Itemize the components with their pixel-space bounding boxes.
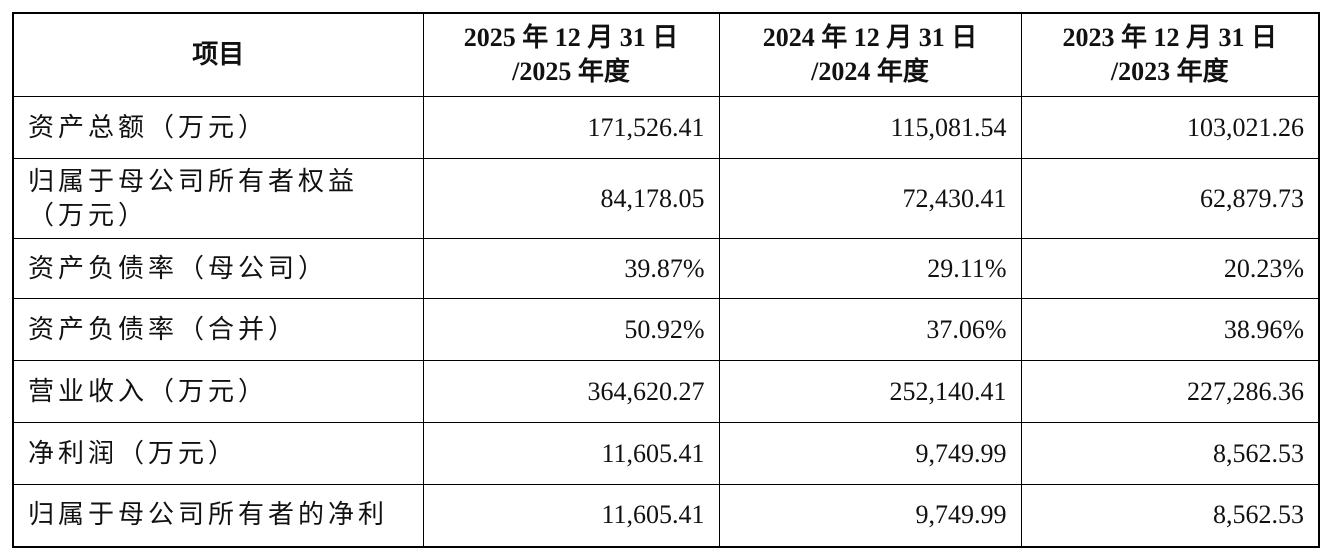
header-cell: 项目: [12, 12, 424, 97]
row-label: 归属于母公司所有者的净利: [12, 484, 424, 547]
table-row: 资产负债率（合并） 50.92% 37.06% 38.96%: [12, 298, 1320, 361]
cell-value: 9,749.99: [718, 422, 1022, 485]
table-row: 归属于母公司所有者权益（万元） 84,178.05 72,430.41 62,879.…: [12, 158, 1320, 239]
cell-value: 11,605.41: [422, 422, 720, 485]
header-line: 2025 年 12 月 31 日: [463, 23, 679, 52]
cell-value: 29.11%: [718, 238, 1022, 299]
table-row: 资产总额（万元） 171,526.41 115,081.54 103,021.26: [12, 96, 1320, 159]
row-label: 营业收入（万元）: [12, 360, 424, 423]
header-line: 2023 年 12 月 31 日: [1062, 23, 1277, 52]
header-row: 项目 2025 年 12 月 31 日/2025 年度 2024 年 12 月 31…: [12, 12, 1320, 97]
cell-value: 9,749.99: [718, 484, 1022, 547]
header-line: /2023 年度: [1110, 57, 1229, 86]
row-label: 归属于母公司所有者权益（万元）: [12, 158, 424, 239]
header-cell: 2025 年 12 月 31 日/2025 年度: [422, 12, 720, 97]
cell-value: 115,081.54: [718, 96, 1022, 159]
cell-value: 84,178.05: [422, 158, 720, 239]
row-label: 净利润（万元）: [12, 422, 424, 485]
cell-value: 20.23%: [1020, 238, 1320, 299]
cell-value: 37.06%: [718, 298, 1022, 361]
cell-value: 11,605.41: [422, 484, 720, 547]
cell-value: 62,879.73: [1020, 158, 1320, 239]
header-line: 2024 年 12 月 31 日: [762, 23, 978, 52]
table-row: 营业收入（万元） 364,620.27 252,140.41 227,286.36: [12, 360, 1320, 423]
data-table: 项目 2025 年 12 月 31 日/2025 年度 2024 年 12 月 31…: [12, 12, 1320, 548]
table-row: 资产负债率（母公司） 39.87% 29.11% 20.23%: [12, 238, 1320, 299]
cell-value: 171,526.41: [422, 96, 720, 159]
cell-value: 8,562.53: [1020, 484, 1320, 547]
header-cell: 2024 年 12 月 31 日/2024 年度: [718, 12, 1022, 97]
cell-value: 364,620.27: [422, 360, 720, 423]
cell-value: 8,562.53: [1020, 422, 1320, 485]
cell-value: 103,021.26: [1020, 96, 1320, 159]
row-label: 资产负债率（合并）: [12, 298, 424, 361]
row-label: 资产总额（万元）: [12, 96, 424, 159]
cell-value: 252,140.41: [718, 360, 1022, 423]
cell-value: 39.87%: [422, 238, 720, 299]
header-line: /2025 年度: [512, 57, 630, 86]
cell-value: 72,430.41: [718, 158, 1022, 239]
table-row: 归属于母公司所有者的净利 11,605.41 9,749.99 8,562.53: [12, 484, 1320, 547]
header-line: /2024 年度: [811, 57, 929, 86]
row-label: 资产负债率（母公司）: [12, 238, 424, 299]
header-cell: 2023 年 12 月 31 日/2023 年度: [1020, 12, 1320, 97]
cell-value: 50.92%: [422, 298, 720, 361]
table-row: 净利润（万元） 11,605.41 9,749.99 8,562.53: [12, 422, 1320, 485]
cell-value: 227,286.36: [1020, 360, 1320, 423]
cell-value: 38.96%: [1020, 298, 1320, 361]
